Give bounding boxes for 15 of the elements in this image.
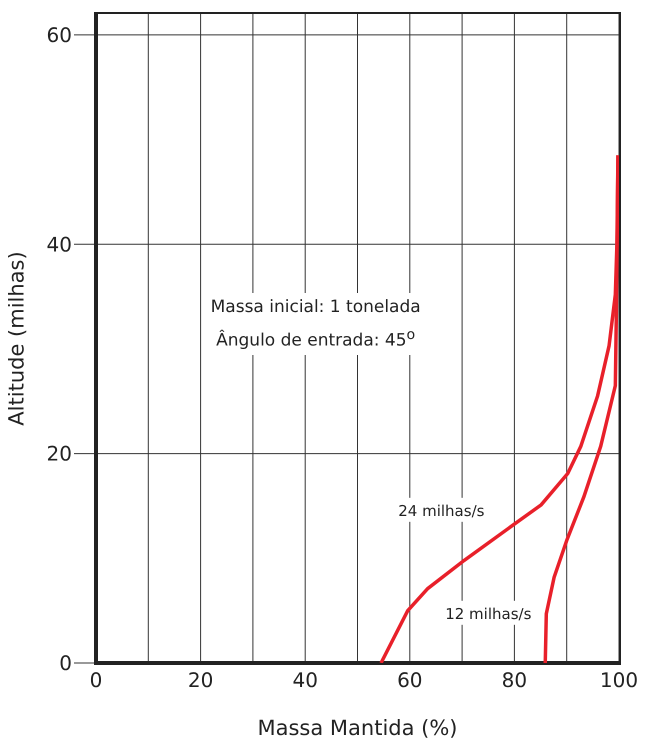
x-tick-label: 100: [600, 668, 638, 692]
y-tick-label: 0: [59, 651, 72, 676]
x-axis-title: Massa Mantida (%): [258, 716, 458, 740]
y-tick-label: 60: [46, 23, 72, 48]
x-tick-label: 0: [90, 668, 102, 692]
x-tick-label: 20: [188, 668, 214, 692]
series-label: 24 milhas/s: [398, 502, 485, 520]
y-tick-label: 40: [46, 232, 72, 256]
y-tick-label: 20: [46, 442, 72, 466]
annotation: Massa inicial: 1 tonelada: [210, 296, 421, 320]
series-label: 12 milhas/s: [445, 604, 532, 623]
annotation: Ângulo de entrada: 45$^{o}$: [215, 326, 416, 353]
x-tick-label: 40: [292, 668, 318, 692]
x-tick-label: 60: [397, 668, 423, 692]
x-tick-label: 80: [502, 668, 528, 692]
